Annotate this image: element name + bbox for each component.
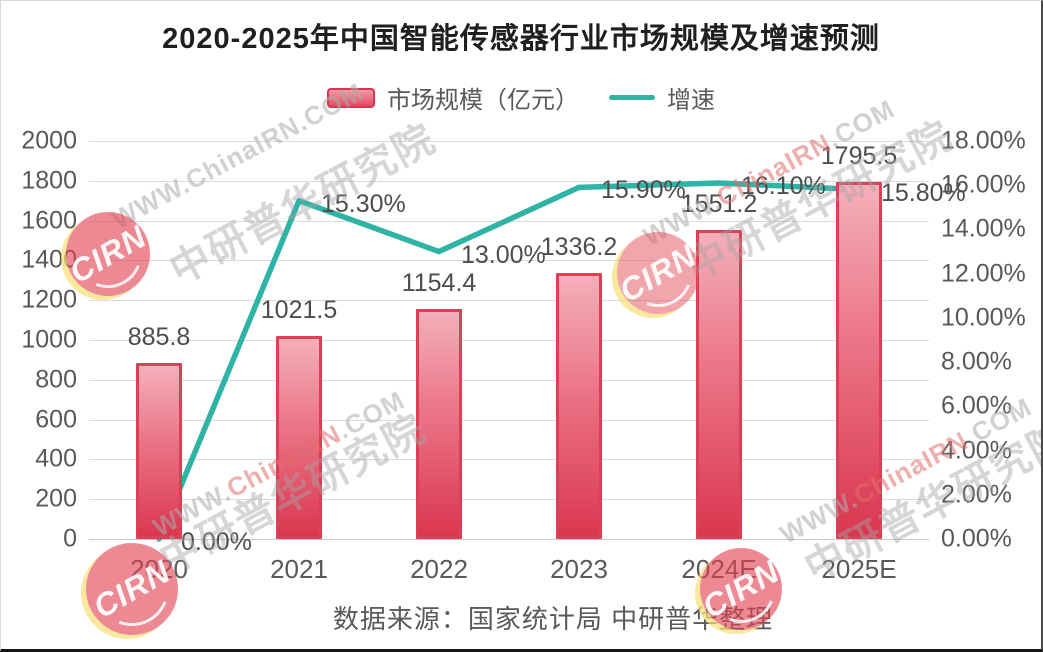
axis-tick-label: 600 [35,405,77,434]
line-value-label: 0.00% [181,528,252,556]
gridline [89,419,929,421]
axis-tick-label: 800 [35,365,77,394]
x-tick-2025E: 2025E [821,554,897,584]
bar-2023 [556,273,602,539]
axis-tick-label: 14.00% [941,214,1026,243]
x-tick-2020: 2020 [130,554,188,584]
gridline [89,539,929,540]
bar-value-label: 1154.4 [401,269,477,298]
x-tick-2022: 2022 [410,554,468,584]
gridline [89,340,929,341]
line-value-label: 15.30% [321,189,406,218]
axis-tick-label: 0.00% [941,524,1012,553]
axis-tick-label: 400 [35,444,77,473]
axis-tick-label: 6.00% [941,391,1012,420]
gridline [89,379,929,381]
chart-title: 2020-2025年中国智能传感器行业市场规模及增速预测 [162,23,880,55]
axis-tick-label: 4.00% [941,436,1012,465]
line-value-label: 16.10% [741,172,826,200]
gridline [89,141,929,142]
gridline [89,300,929,302]
line-value-label: 15.90% [601,176,686,205]
bar-value-label: 1021.5 [260,295,338,324]
axis-tick-label: 1200 [21,285,77,314]
gridline [89,499,929,501]
growth-line [156,180,862,542]
bar-value-label: 1551.2 [680,190,758,219]
axis-tick-label: 1600 [21,206,77,235]
line-value-label: 15.80% [881,178,966,207]
axis-tick-label: 2000 [21,126,77,155]
bar-value-label: 885.8 [127,322,191,351]
bar-2021 [276,335,322,539]
bar-2022 [416,309,462,539]
axis-tick-label: 200 [35,484,77,513]
gridline [89,459,929,461]
legend-line-swatch [609,95,655,100]
right-axis: 18.00% 16.00% 14.00% 12.00% 10.00% 8.00% 6.00%… [941,127,1041,553]
axis-tick-label: 2.00% [941,480,1012,509]
gridline [89,180,929,182]
x-tick-2021: 2021 [270,554,328,584]
legend-bar-swatch [327,87,375,108]
gridline [89,260,929,262]
axis-tick-label: 0 [63,524,77,553]
bar-2024E [696,230,742,539]
source-note: 数据来源：国家统计局 中研普华整理 [332,604,774,634]
legend-bar-label: 市场规模（亿元） [387,87,579,114]
x-tick-2023: 2023 [550,554,608,584]
axis-tick-label: 18.00% [941,126,1026,155]
axis-tick-label: 1800 [21,166,77,195]
axis-tick-label: 1000 [21,325,77,354]
left-axis: 2000 1800 1600 1400 1200 1000 800 600 400 200 0 [1,127,77,553]
axis-tick-label: 10.00% [941,303,1026,332]
x-axis: 2020 2021 2022 2023 2024E 2025E [89,554,929,584]
plot-area: 885.8 1021.5 1154.4 1336.2 1551.2 1795.5 0.00%… [89,141,966,556]
axis-tick-label: 8.00% [941,347,1012,376]
bar-2025E [836,181,882,539]
x-tick-2024E: 2024E [681,554,757,584]
axis-tick-label: 16.00% [941,170,1026,199]
bar-value-label: 1795.5 [820,141,898,170]
axis-tick-label: 1400 [21,245,77,274]
bar-value-label: 1336.2 [540,233,618,262]
line-value-label: 13.00% [461,240,546,269]
legend-line-label: 增速 [667,87,715,114]
bar-2020 [136,362,182,539]
legend: 市场规模（亿元） 增速 [1,80,1041,115]
axis-tick-label: 12.00% [941,259,1026,288]
